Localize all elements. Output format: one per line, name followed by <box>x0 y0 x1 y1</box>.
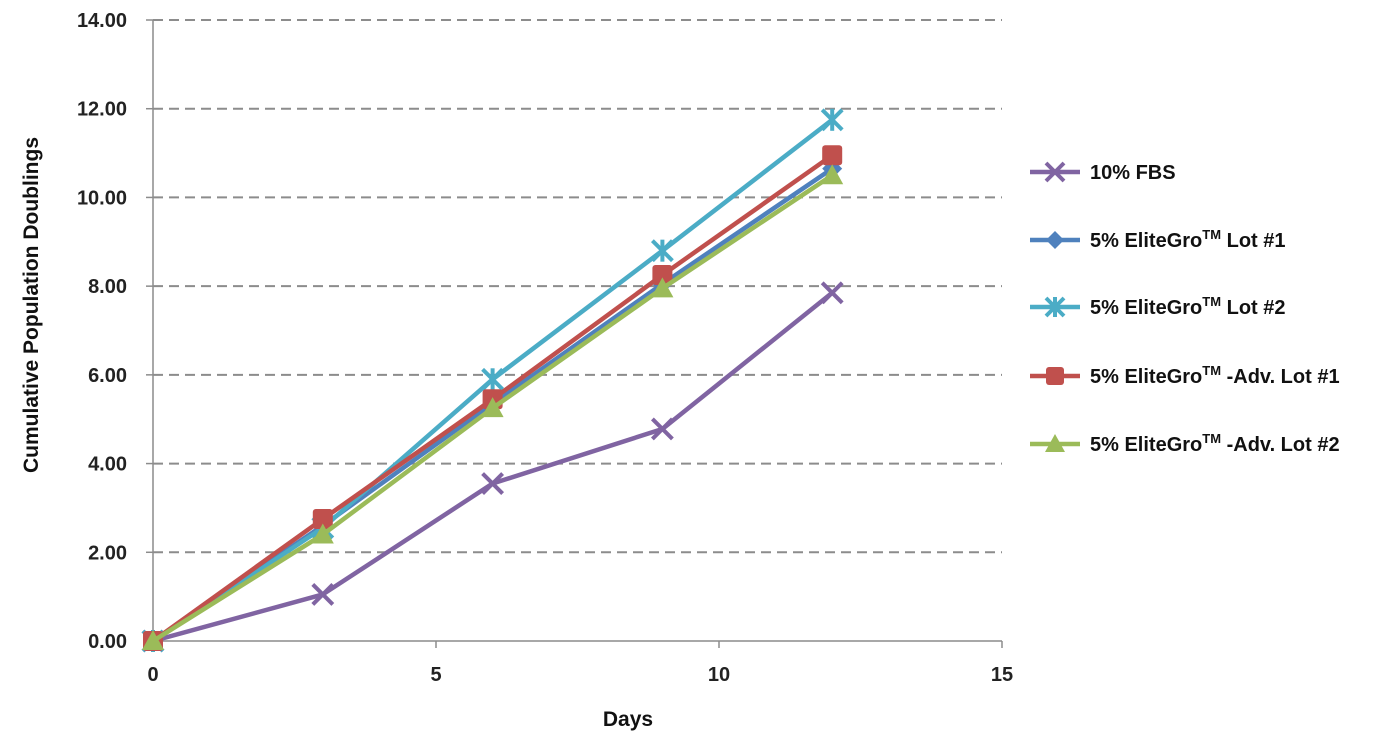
x-tick-label: 15 <box>991 664 1013 686</box>
x-tick-label: 5 <box>430 664 441 686</box>
legend-item-2: 5% EliteGroTM Lot #1 <box>1030 227 1286 252</box>
legend-item-5: 5% EliteGroTM -Adv. Lot #2 <box>1030 431 1340 456</box>
data-point-marker <box>1046 231 1064 249</box>
y-tick-label: 2.00 <box>88 542 127 564</box>
data-point-marker <box>311 523 334 544</box>
data-point-marker <box>481 472 505 495</box>
y-tick-label: 6.00 <box>88 365 127 387</box>
series-1 <box>141 281 844 653</box>
data-point-marker <box>481 367 505 391</box>
series-line <box>152 291 834 644</box>
y-tick-label: 8.00 <box>88 276 127 298</box>
data-point-marker <box>1046 367 1064 385</box>
y-axis-title: Cumulative Population Doublings <box>20 137 43 473</box>
y-tick-labels: 0.00 2.00 4.00 6.00 8.00 10.00 12.00 14.00 <box>77 10 127 653</box>
legend-label: 5% EliteGroTM -Adv. Lot #2 <box>1090 431 1340 456</box>
y-tick-label: 12.00 <box>77 99 127 121</box>
legend-label: 5% EliteGroTM -Adv. Lot #1 <box>1090 363 1340 388</box>
y-tick-label: 10.00 <box>77 187 127 209</box>
gridlines <box>153 19 1002 554</box>
data-point-marker <box>821 164 844 185</box>
data-point-marker <box>1044 161 1066 183</box>
data-point-marker <box>1045 434 1065 452</box>
legend-label: 5% EliteGroTM Lot #1 <box>1090 227 1286 252</box>
x-axis-title: Days <box>603 708 653 731</box>
x-tick-label: 10 <box>708 664 730 686</box>
data-point-marker <box>822 145 843 166</box>
data-point-marker <box>311 583 335 606</box>
legend-label: 10% FBS <box>1090 162 1176 184</box>
data-point-marker <box>650 239 674 263</box>
y-tick-label: 0.00 <box>88 631 127 653</box>
data-point-marker <box>650 417 674 441</box>
series-5 <box>142 164 844 650</box>
legend: 10% FBS 5% EliteGroTM Lot #1 5% EliteGroTM… <box>1030 161 1340 456</box>
legend-item-3: 5% EliteGroTM Lot #2 <box>1030 294 1286 319</box>
data-point-marker <box>652 265 673 286</box>
data-point-marker <box>820 108 844 132</box>
data-point-marker <box>481 397 504 418</box>
data-point-marker <box>312 509 333 530</box>
legend-item-4: 5% EliteGroTM -Adv. Lot #1 <box>1030 363 1340 388</box>
y-tick-label: 14.00 <box>77 10 127 32</box>
data-point-marker <box>1044 296 1066 318</box>
series-group <box>141 108 844 653</box>
data-point-marker <box>142 630 164 650</box>
data-point-marker <box>820 281 844 305</box>
x-tick-label: 0 <box>147 664 158 686</box>
legend-label: 5% EliteGroTM Lot #2 <box>1090 294 1286 319</box>
legend-item-1: 10% FBS <box>1030 161 1176 184</box>
data-point-marker <box>651 277 674 298</box>
x-tick-labels: 0 5 10 15 <box>147 664 1013 686</box>
y-tick-label: 4.00 <box>88 454 127 476</box>
